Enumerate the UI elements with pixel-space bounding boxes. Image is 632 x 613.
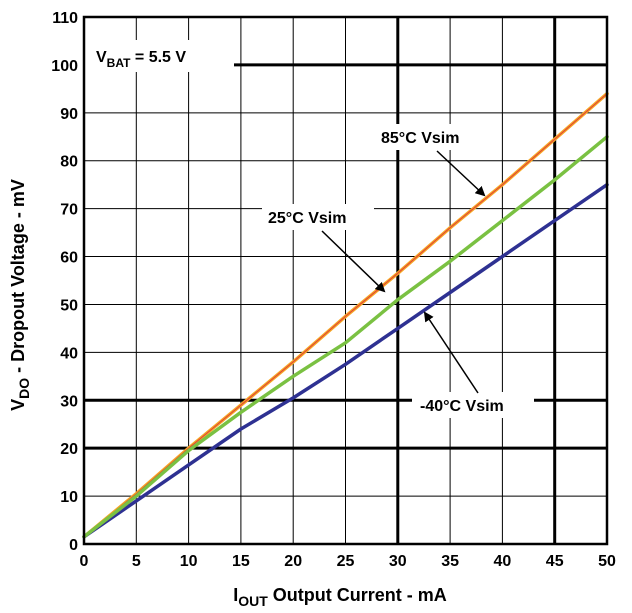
annotation-minus40c-bg (412, 392, 534, 418)
tick-labels: 0 5 10 15 20 25 30 35 40 45 50 0 10 20 30 40 50 60 70 80 90 1… (51, 10, 616, 570)
y-tick-label: 20 (60, 441, 78, 458)
x-tick-label: 5 (132, 553, 141, 570)
condition-label-bg (84, 40, 234, 72)
plot-border (82, 15, 609, 546)
series-line--40c-vsim (82, 182, 609, 539)
annotation-minus40c: -40°C Vsim (412, 311, 534, 418)
y-tick-label: 110 (52, 10, 78, 27)
annotation-minus40c-label: -40°C Vsim (420, 398, 504, 415)
annotation-25c: 25°C Vsim (262, 204, 386, 293)
y-axis-title: VDO - Dropout Voltage - mV (8, 179, 32, 411)
series-line-25c-vsim (82, 135, 609, 539)
y-tick-label: 100 (51, 58, 78, 75)
x-tick-label: 25 (337, 553, 355, 570)
y-tick-label: 0 (69, 537, 78, 554)
y-tick-label: 30 (60, 393, 78, 410)
y-tick-label: 70 (60, 202, 78, 219)
x-tick-label: 20 (284, 553, 302, 570)
x-tick-label: 10 (180, 553, 198, 570)
x-tick-label: 50 (598, 553, 616, 570)
annotation-25c-bg (262, 204, 374, 230)
x-tick-label: 0 (80, 553, 89, 570)
x-tick-label: 15 (232, 553, 250, 570)
annotation-85c-arrow (436, 150, 486, 197)
annotation-85c-label: 85°C Vsim (381, 130, 459, 147)
y-tick-label: 10 (60, 489, 78, 506)
y-tick-label: 50 (60, 297, 78, 314)
annotation-85c: 85°C Vsim (375, 124, 487, 197)
x-tick-label: 35 (441, 553, 459, 570)
condition-label: VBAT = 5.5 V (96, 49, 186, 70)
y-tick-label: 40 (60, 345, 78, 362)
series-lines (82, 91, 609, 539)
y-tick-label: 90 (60, 106, 78, 123)
y-tick-label: 60 (60, 250, 78, 267)
x-axis-title: IOUT Output Current - mA (233, 585, 447, 609)
series-line-85c-vsim-trace (83, 93, 608, 538)
x-tick-label: 30 (389, 553, 407, 570)
annotation-85c-bg (375, 124, 487, 150)
annotation-25c-label: 25°C Vsim (268, 210, 346, 227)
y-tick-label: 80 (60, 154, 78, 171)
grid (84, 17, 607, 544)
annotation-minus40c-arrow (423, 311, 479, 394)
x-tick-label: 45 (546, 553, 564, 570)
annotation-25c-arrow (321, 230, 386, 293)
x-tick-label: 40 (494, 553, 512, 570)
